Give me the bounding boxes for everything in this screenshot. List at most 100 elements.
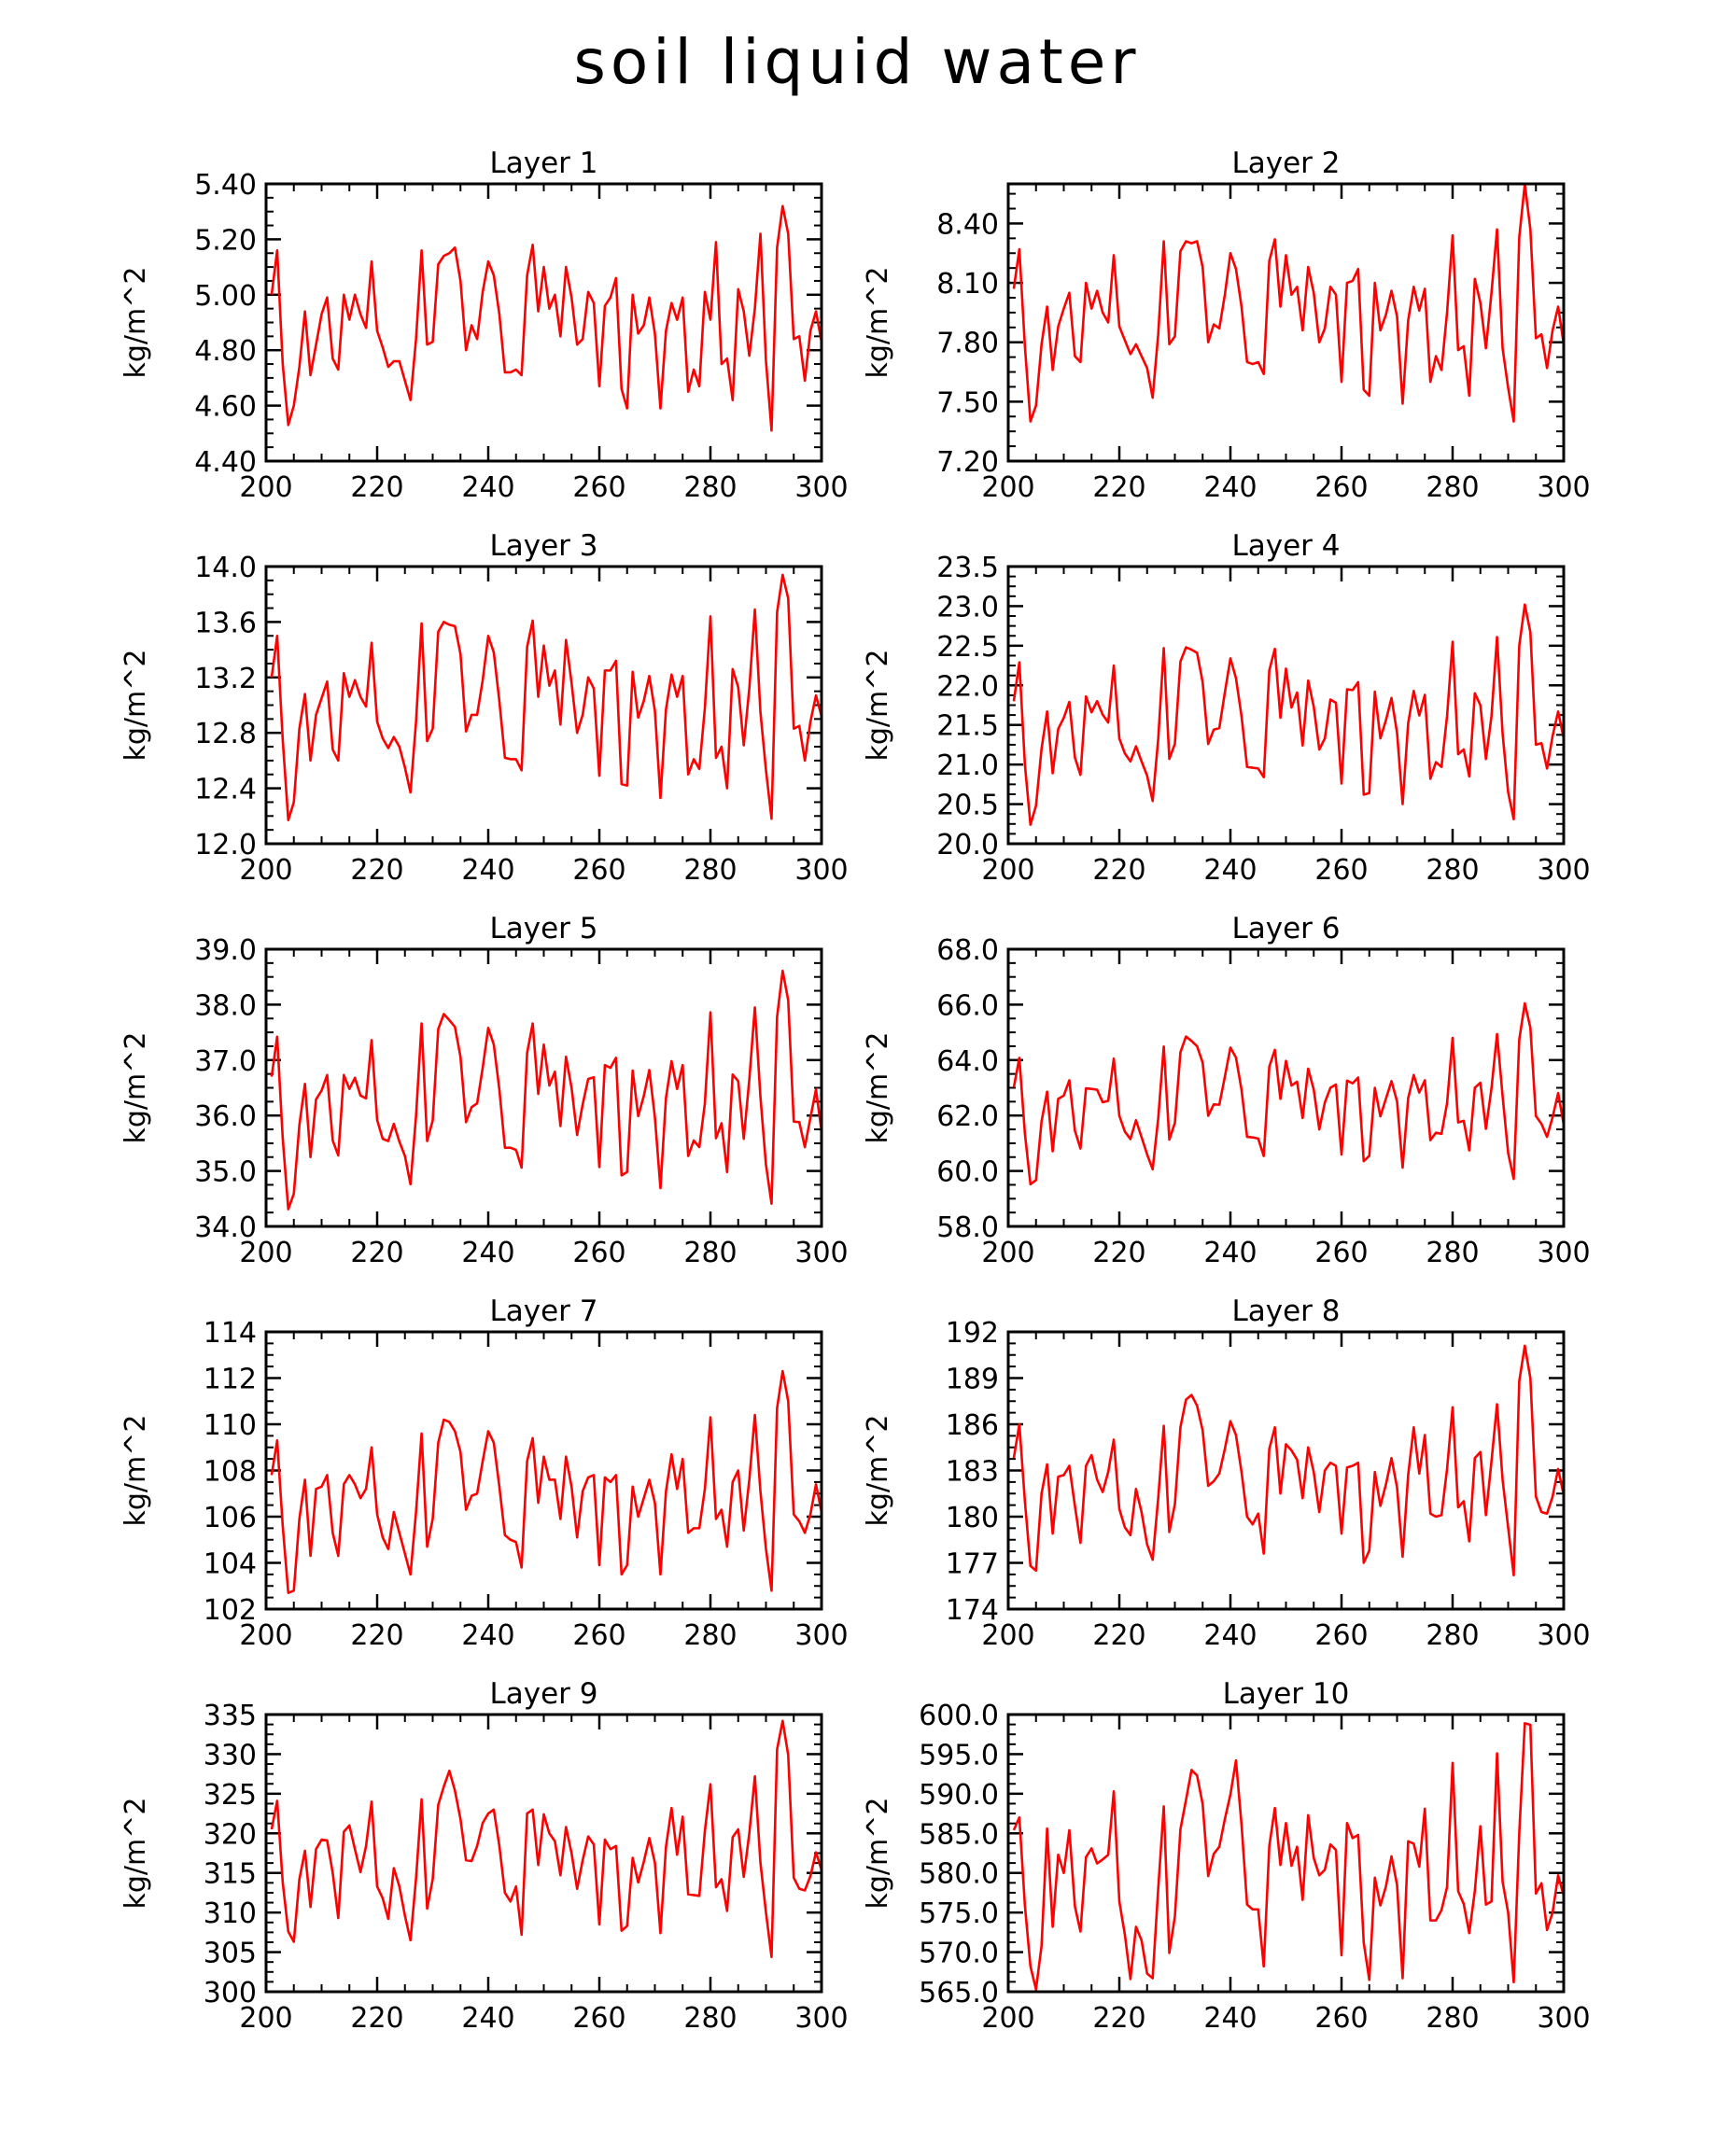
x-tick-label: 220 (1092, 2002, 1145, 2035)
x-tick-label: 220 (1092, 854, 1145, 887)
plot-frame (1006, 1713, 1566, 1994)
panel-title: Layer 5 (489, 912, 597, 945)
y-tick-label: 108 (204, 1456, 257, 1489)
y-tick-label: 38.0 (194, 989, 257, 1022)
y-tick-label: 7.50 (936, 386, 999, 419)
x-tick-label: 300 (1537, 1237, 1590, 1269)
y-axis-label: kg/m^2 (862, 1415, 894, 1527)
y-tick-label: 102 (204, 1594, 257, 1627)
panel-title: Layer 7 (489, 1295, 597, 1328)
y-axis-label: kg/m^2 (862, 1032, 894, 1144)
y-tick-label: 60.0 (936, 1156, 999, 1189)
panel-title: Layer 4 (1231, 529, 1340, 563)
x-tick-label: 280 (1426, 1237, 1479, 1269)
x-tick-label: 200 (239, 2002, 292, 2035)
series-line (270, 204, 823, 432)
series-line (270, 969, 823, 1211)
y-tick-label: 330 (204, 1739, 257, 1771)
x-tick-label: 200 (239, 854, 292, 887)
y-tick-label: 12.4 (194, 774, 257, 806)
series-line (1012, 1001, 1566, 1186)
y-tick-label: 12.0 (194, 829, 257, 861)
y-tick-label: 300 (204, 1977, 257, 2009)
y-tick-label: 8.10 (936, 268, 999, 301)
x-tick-label: 260 (572, 1619, 625, 1652)
y-tick-label: 174 (946, 1594, 999, 1627)
x-tick-label: 220 (1092, 1619, 1145, 1652)
y-tick-label: 565.0 (919, 1977, 999, 2009)
x-tick-label: 220 (350, 1619, 403, 1652)
y-tick-label: 4.60 (194, 391, 257, 424)
y-tick-label: 34.0 (194, 1211, 257, 1244)
y-tick-label: 8.40 (936, 208, 999, 241)
y-tick-label: 7.80 (936, 328, 999, 360)
x-tick-label: 260 (1314, 471, 1368, 504)
x-tick-label: 220 (1092, 471, 1145, 504)
series-line (270, 1719, 823, 1958)
y-tick-label: 110 (204, 1409, 257, 1442)
plot-frame (264, 182, 823, 463)
y-tick-label: 183 (946, 1456, 999, 1489)
y-axis-label: kg/m^2 (862, 1798, 894, 1910)
x-tick-label: 240 (461, 854, 514, 887)
y-axis-label: kg/m^2 (862, 267, 894, 379)
y-tick-label: 37.0 (194, 1045, 257, 1078)
y-tick-label: 64.0 (936, 1045, 999, 1078)
y-axis-label: kg/m^2 (119, 1798, 152, 1910)
series-line (1012, 1344, 1566, 1576)
x-tick-label: 300 (794, 471, 848, 504)
x-tick-label: 260 (572, 2002, 625, 2035)
y-tick-label: 310 (204, 1897, 257, 1930)
x-tick-label: 300 (794, 1619, 848, 1652)
plot-frame (264, 947, 823, 1228)
y-tick-label: 189 (946, 1364, 999, 1396)
y-tick-label: 4.40 (194, 446, 257, 479)
panel-layer-8: Layer 8 kg/m^2 200 220 240 260 280 300 174 177 180… (862, 1295, 1591, 1652)
y-tick-label: 21.5 (936, 710, 999, 743)
x-tick-label: 280 (1426, 854, 1479, 887)
panel-layer-7: Layer 7 kg/m^2 200 220 240 260 280 300 102 104 106… (119, 1295, 849, 1652)
y-tick-label: 305 (204, 1938, 257, 1970)
panel-title: Layer 6 (1231, 912, 1340, 945)
y-tick-label: 600.0 (919, 1700, 999, 1732)
x-tick-label: 240 (461, 1237, 514, 1269)
panel-layer-2: Layer 2 kg/m^2 200 220 240 260 280 300 7.20 7.50 7… (862, 147, 1591, 504)
x-tick-label: 240 (1203, 1237, 1257, 1269)
x-tick-label: 240 (1203, 854, 1257, 887)
y-tick-label: 104 (204, 1548, 257, 1581)
series-line (270, 573, 823, 822)
y-tick-label: 21.0 (936, 749, 999, 782)
x-tick-label: 200 (981, 471, 1034, 504)
panel-title: Layer 9 (489, 1677, 597, 1711)
plot-frame (264, 1713, 823, 1994)
x-tick-label: 260 (1314, 854, 1368, 887)
x-tick-label: 280 (683, 2002, 737, 2035)
x-tick-label: 300 (1537, 2002, 1590, 2035)
x-tick-label: 200 (239, 1237, 292, 1269)
panel-title: Layer 3 (489, 529, 597, 563)
y-tick-label: 5.00 (194, 280, 257, 313)
x-tick-label: 220 (350, 2002, 403, 2035)
x-tick-label: 200 (981, 1237, 1034, 1269)
x-tick-label: 260 (572, 854, 625, 887)
x-tick-label: 280 (683, 1619, 737, 1652)
x-tick-label: 240 (1203, 1619, 1257, 1652)
y-tick-label: 580.0 (919, 1858, 999, 1891)
x-tick-label: 240 (1203, 471, 1257, 504)
y-tick-label: 180 (946, 1502, 999, 1534)
x-tick-label: 200 (981, 2002, 1034, 2035)
x-tick-label: 300 (1537, 471, 1590, 504)
panel-layer-9: Layer 9 kg/m^2 200 220 240 260 280 300 300 305 310… (119, 1677, 849, 2035)
x-tick-label: 280 (683, 471, 737, 504)
panel-layer-10: Layer 10 kg/m^2 200 220 240 260 280 300 565.0 570… (862, 1677, 1591, 2035)
y-tick-label: 22.5 (936, 631, 999, 664)
y-tick-label: 5.20 (194, 224, 257, 257)
x-tick-label: 280 (683, 854, 737, 887)
y-tick-label: 590.0 (919, 1779, 999, 1812)
y-tick-label: 335 (204, 1700, 257, 1732)
panel-layer-3: Layer 3 kg/m^2 200 220 240 260 280 300 12.0 12.4 1… (119, 529, 849, 887)
y-tick-label: 68.0 (936, 934, 999, 967)
x-tick-label: 220 (1092, 1237, 1145, 1269)
plot-frame (1006, 947, 1566, 1228)
